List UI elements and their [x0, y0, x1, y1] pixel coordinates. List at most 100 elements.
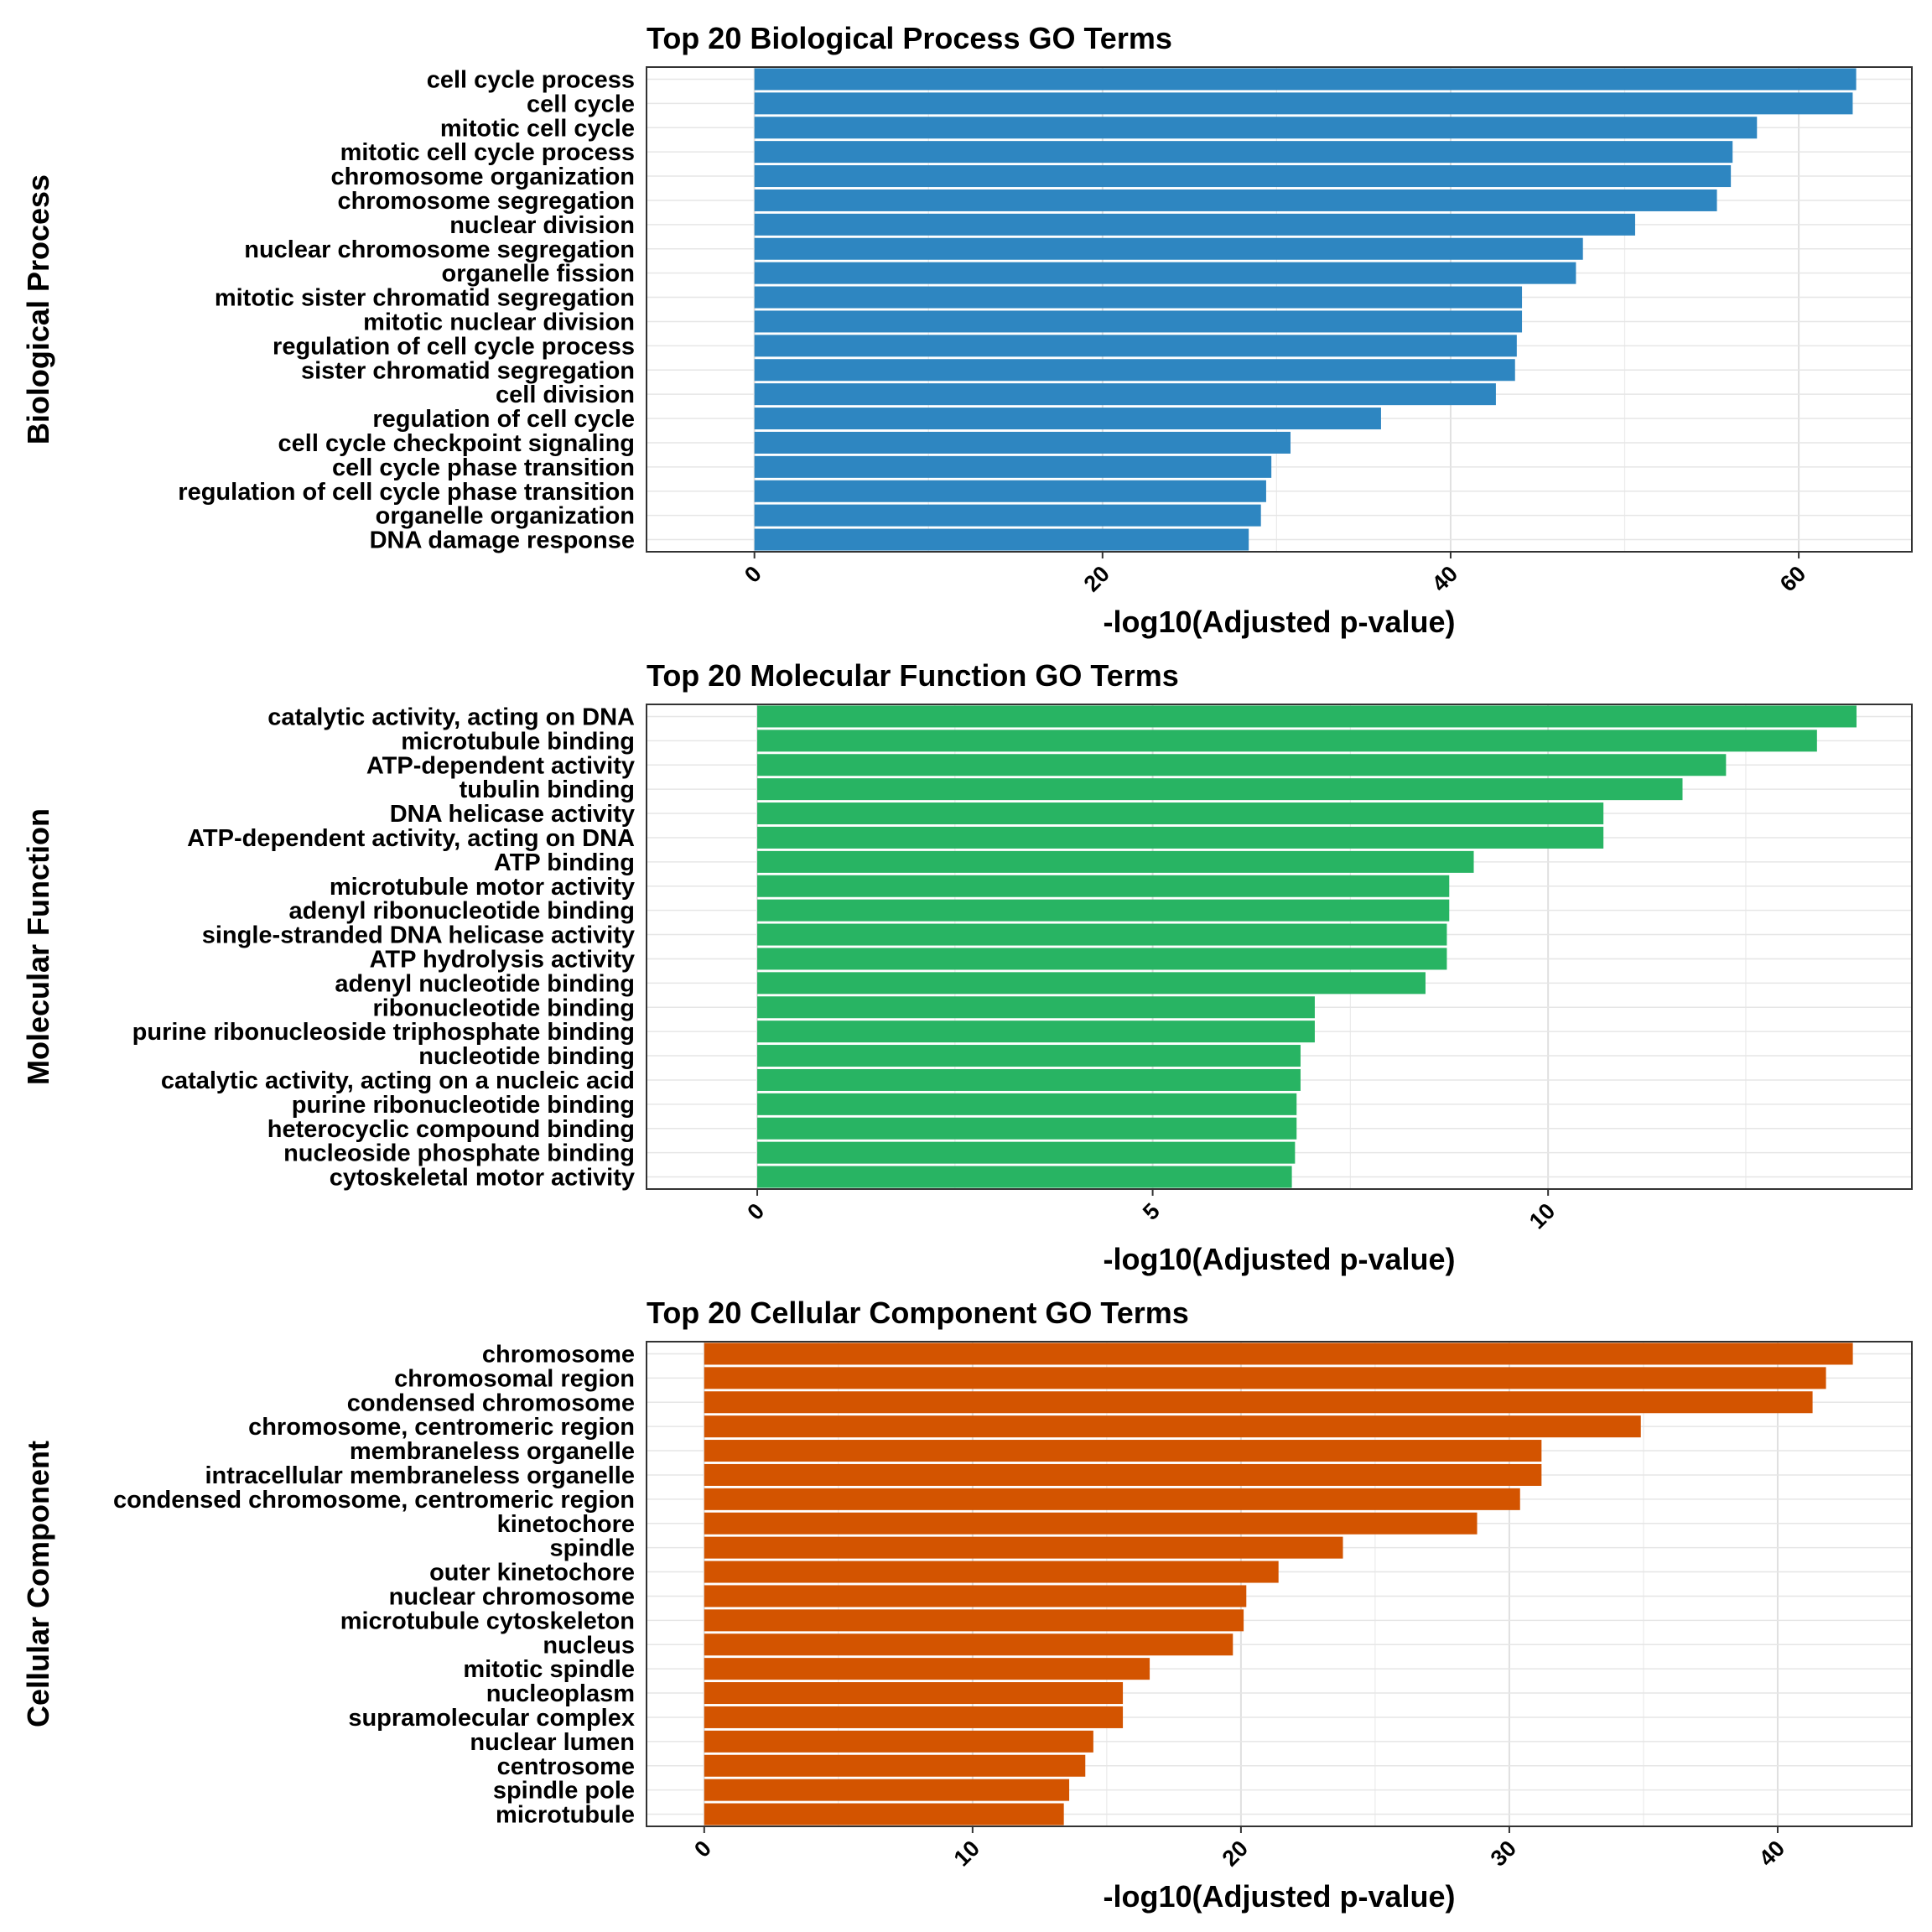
bar — [757, 1045, 1301, 1067]
chart-title: Top 20 Cellular Component GO Terms — [647, 1296, 1189, 1330]
bar — [757, 1117, 1297, 1140]
category-label: nucleoside phosphate binding — [283, 1140, 635, 1167]
category-label: chromosome, centromeric region — [248, 1414, 635, 1441]
y-axis-label: Cellular Component — [21, 1441, 55, 1727]
category-label: regulation of cell cycle phase transitio… — [178, 479, 635, 506]
x-tick-label: 10 — [949, 1836, 984, 1871]
bar — [757, 1166, 1292, 1188]
bar — [757, 705, 1857, 728]
bar — [704, 1779, 1070, 1801]
category-label: chromosome segregation — [337, 188, 635, 215]
bar — [754, 504, 1261, 527]
bar — [757, 923, 1447, 946]
bar — [754, 359, 1515, 382]
x-tick-label: 60 — [1775, 561, 1810, 596]
bar — [757, 802, 1604, 825]
category-label: microtubule cytoskeleton — [340, 1607, 635, 1634]
category-label: membraneless organelle — [350, 1438, 635, 1465]
bar — [704, 1730, 1093, 1753]
category-label: adenyl nucleotide binding — [335, 970, 635, 997]
bar — [704, 1440, 1542, 1462]
category-label: ATP binding — [494, 849, 635, 876]
bar — [704, 1706, 1124, 1728]
plot-border — [646, 1341, 1913, 1827]
bar — [757, 1021, 1315, 1043]
category-label: chromosome organization — [330, 164, 635, 190]
category-label: spindle — [549, 1535, 635, 1562]
bar — [757, 754, 1727, 776]
category-label: ATP-dependent activity — [366, 752, 635, 779]
bar — [757, 1093, 1297, 1115]
x-tick-label: 0 — [740, 561, 766, 588]
bar — [757, 826, 1604, 849]
bar — [754, 408, 1381, 430]
category-label: nuclear chromosome — [389, 1583, 635, 1610]
bar — [704, 1585, 1247, 1607]
bar — [754, 383, 1496, 406]
bar — [754, 237, 1583, 260]
bar — [754, 92, 1853, 115]
category-label: DNA helicase activity — [390, 801, 635, 828]
x-axis-label: -log10(Adjusted p-value) — [1103, 605, 1455, 639]
bar — [757, 996, 1315, 1019]
category-label: cell cycle checkpoint signaling — [278, 430, 635, 457]
plot-background — [647, 1342, 1912, 1826]
category-label: nuclear division — [449, 212, 635, 239]
bar — [754, 335, 1517, 357]
x-tick-label: 0 — [742, 1198, 769, 1225]
bar — [704, 1488, 1520, 1510]
bar — [704, 1754, 1086, 1777]
plot-border — [646, 704, 1913, 1190]
bar — [704, 1367, 1826, 1389]
category-label: nuclear lumen — [470, 1729, 635, 1756]
category-label: outer kinetochore — [429, 1560, 635, 1587]
category-label: cell cycle — [527, 91, 635, 117]
bar — [704, 1633, 1233, 1656]
y-axis-label: Molecular Function — [21, 808, 55, 1085]
category-label: ribonucleotide binding — [372, 995, 635, 1021]
category-label: spindle pole — [493, 1778, 635, 1805]
category-label: cytoskeletal motor activity — [330, 1165, 635, 1192]
bar — [754, 262, 1576, 284]
category-label: mitotic sister chromatid segregation — [215, 285, 635, 312]
x-tick-label: 0 — [689, 1836, 716, 1862]
category-label: chromosomal region — [394, 1365, 635, 1392]
x-axis-label: -log10(Adjusted p-value) — [1103, 1242, 1455, 1276]
bar — [704, 1415, 1641, 1438]
category-label: organelle organization — [376, 503, 635, 530]
category-label: ATP-dependent activity, acting on DNA — [187, 825, 635, 852]
x-tick-label: 5 — [1138, 1198, 1165, 1225]
category-label: mitotic spindle — [463, 1656, 635, 1683]
x-tick-label: 20 — [1218, 1836, 1253, 1871]
category-label: heterocyclic compound binding — [267, 1116, 635, 1143]
bar — [757, 875, 1450, 897]
category-label: ATP hydrolysis activity — [370, 946, 635, 973]
bar — [704, 1609, 1244, 1632]
bar — [757, 948, 1447, 970]
bar — [754, 480, 1266, 502]
category-label: condensed chromosome, centromeric region — [113, 1487, 635, 1514]
bar — [754, 528, 1249, 551]
category-label: mitotic cell cycle — [440, 115, 635, 142]
category-label: nucleus — [543, 1632, 635, 1659]
bar — [704, 1512, 1478, 1535]
category-label: cell cycle phase transition — [332, 454, 635, 481]
chart-title: Top 20 Molecular Function GO Terms — [647, 658, 1179, 693]
category-label: sister chromatid segregation — [301, 357, 635, 384]
category-label: microtubule motor activity — [330, 874, 635, 901]
x-axis-label: -log10(Adjusted p-value) — [1103, 1879, 1455, 1914]
x-tick-label: 30 — [1486, 1836, 1521, 1871]
bar — [757, 778, 1683, 801]
category-label: adenyl ribonucleotide binding — [289, 898, 635, 925]
category-label: regulation of cell cycle process — [273, 333, 635, 360]
category-label: mitotic nuclear division — [363, 309, 635, 335]
bar — [757, 972, 1426, 995]
bar — [754, 141, 1733, 164]
x-tick-label: 40 — [1427, 561, 1462, 596]
category-label: kinetochore — [497, 1511, 635, 1538]
category-label: cell cycle process — [427, 66, 635, 93]
category-label: microtubule — [496, 1802, 635, 1829]
